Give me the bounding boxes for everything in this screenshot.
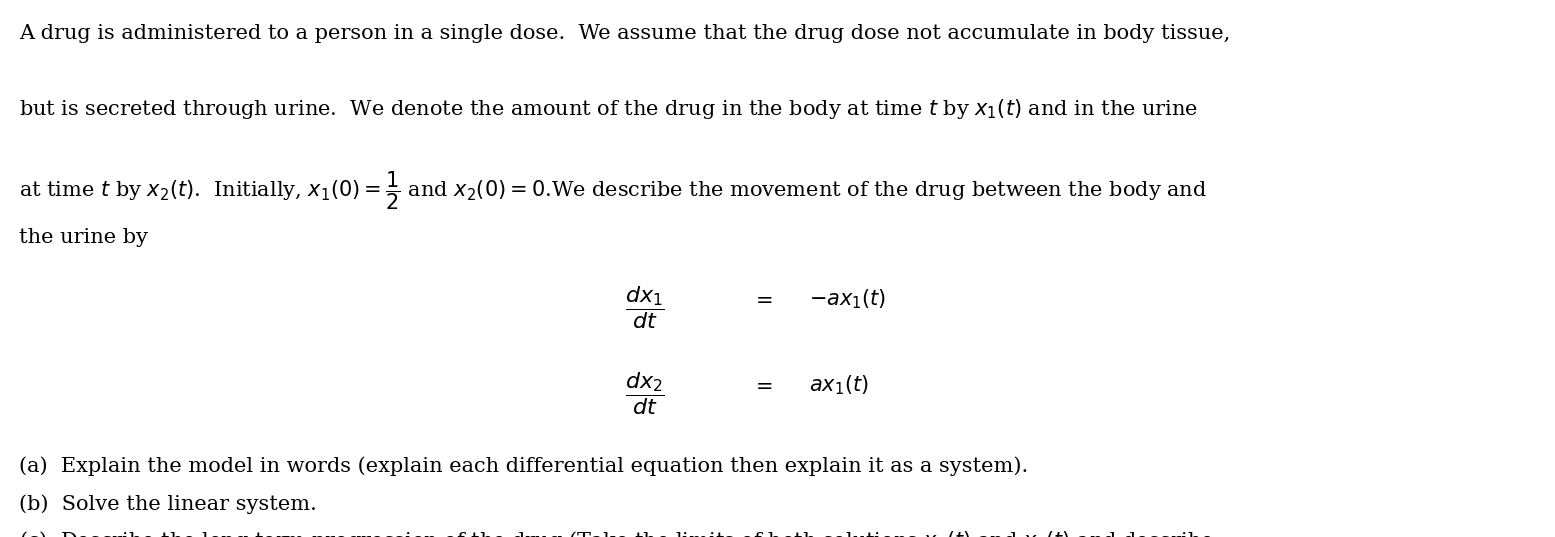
Text: $\dfrac{dx_1}{dt}$: $\dfrac{dx_1}{dt}$ [625,285,666,331]
Text: $\dfrac{dx_2}{dt}$: $\dfrac{dx_2}{dt}$ [625,371,666,417]
Text: the urine by: the urine by [19,228,148,247]
Text: $ax_1(t)$: $ax_1(t)$ [809,373,868,397]
Text: $=$: $=$ [751,290,773,309]
Text: $-ax_1(t)$: $-ax_1(t)$ [809,287,886,311]
Text: (a)  Explain the model in words (explain each differential equation then explain: (a) Explain the model in words (explain … [19,456,1028,476]
Text: $=$: $=$ [751,376,773,395]
Text: A drug is administered to a person in a single dose.  We assume that the drug do: A drug is administered to a person in a … [19,24,1230,43]
Text: (b)  Solve the linear system.: (b) Solve the linear system. [19,494,317,514]
Text: but is secreted through urine.  We denote the amount of the drug in the body at : but is secreted through urine. We denote… [19,97,1197,121]
Text: (c)  Describe the long term progression of the drug (Take the limits of both sol: (c) Describe the long term progression o… [19,529,1213,537]
Text: at time $t$ by $x_2(t)$.  Initially, $x_1(0) = \dfrac{1}{2}$ and $x_2(0) = 0$.We: at time $t$ by $x_2(t)$. Initially, $x_1… [19,169,1207,212]
